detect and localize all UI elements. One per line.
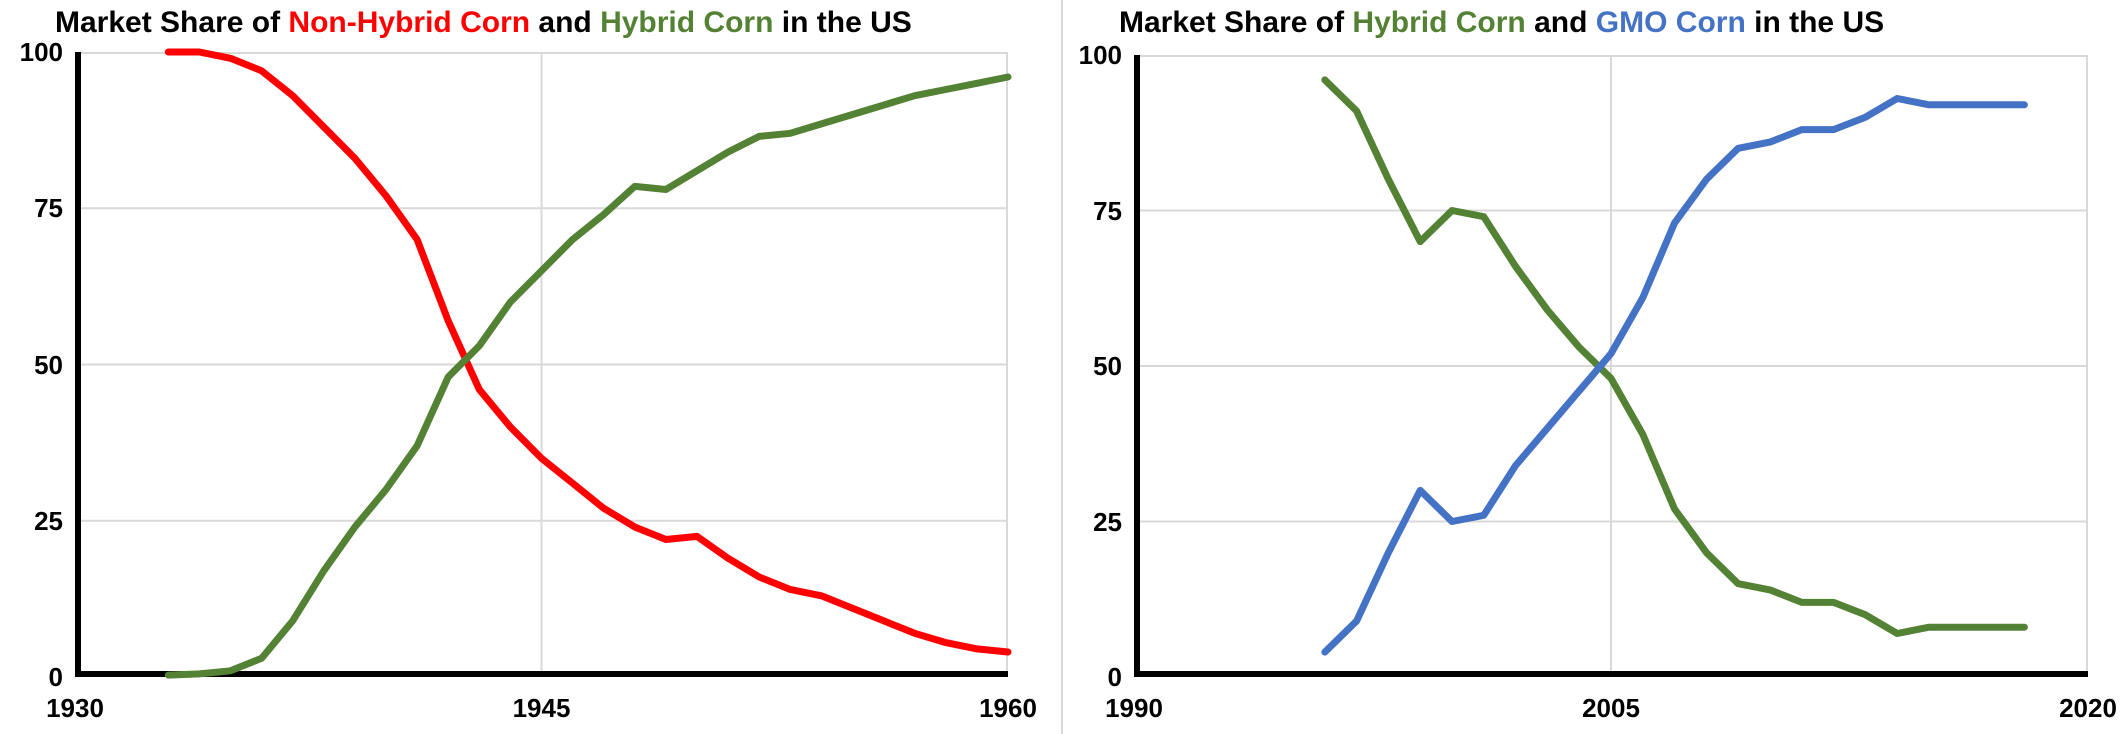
series-line-non-hybrid-corn xyxy=(164,48,1012,656)
chart-title-part: Hybrid Corn xyxy=(1352,6,1526,39)
x-tick-label: 1960 xyxy=(979,693,1037,723)
chart-title-part: and xyxy=(530,6,601,39)
y-tick-label: 75 xyxy=(34,193,63,224)
x-tick-label: 1990 xyxy=(1105,693,1163,723)
chart-panel-right: Market Share of Hybrid Corn and GMO Corn… xyxy=(1064,0,2126,734)
x-tick-label: 2005 xyxy=(1582,693,1640,723)
y-tick-label: 75 xyxy=(1093,195,1122,226)
plot-area xyxy=(1134,55,2088,677)
y-tick-label: 0 xyxy=(1107,662,1122,692)
y-tick-label: 50 xyxy=(34,349,63,380)
series-line-hybrid-corn xyxy=(164,73,1012,679)
chart-panel-left: Market Share of Non-Hybrid Corn and Hybr… xyxy=(0,0,1062,734)
line-chart xyxy=(75,48,1012,679)
chart-title: Market Share of Non-Hybrid Corn and Hybr… xyxy=(55,6,912,40)
y-tick-label: 100 xyxy=(1078,40,1122,70)
line-chart xyxy=(1134,55,2088,677)
chart-title-part: in the US xyxy=(773,6,912,39)
y-tick-label: 25 xyxy=(34,505,63,536)
panel-divider xyxy=(1061,0,1063,734)
y-tick-label: 0 xyxy=(48,662,63,692)
x-tick-label: 1930 xyxy=(46,693,104,723)
chart-title-part: GMO Corn xyxy=(1595,6,1746,39)
x-tick-label: 2020 xyxy=(2059,693,2117,723)
y-tick-label: 100 xyxy=(19,37,63,67)
y-tick-label: 25 xyxy=(1093,506,1122,537)
x-tick-label: 1945 xyxy=(512,693,571,723)
plot-area xyxy=(75,48,1012,679)
series-line-gmo-corn xyxy=(1321,95,2028,656)
chart-title-part: and xyxy=(1525,6,1596,39)
series-line-hybrid-corn xyxy=(1321,76,2028,637)
chart-title-part: Market Share of xyxy=(55,6,289,39)
y-tick-label: 50 xyxy=(1093,351,1122,381)
chart-title-part: in the US xyxy=(1745,6,1885,39)
chart-title-part: Hybrid Corn xyxy=(600,6,774,39)
chart-title-part: Non-Hybrid Corn xyxy=(288,6,531,39)
chart-title-part: Market Share of xyxy=(1119,6,1353,39)
chart-title: Market Share of Hybrid Corn and GMO Corn… xyxy=(1119,6,1884,40)
